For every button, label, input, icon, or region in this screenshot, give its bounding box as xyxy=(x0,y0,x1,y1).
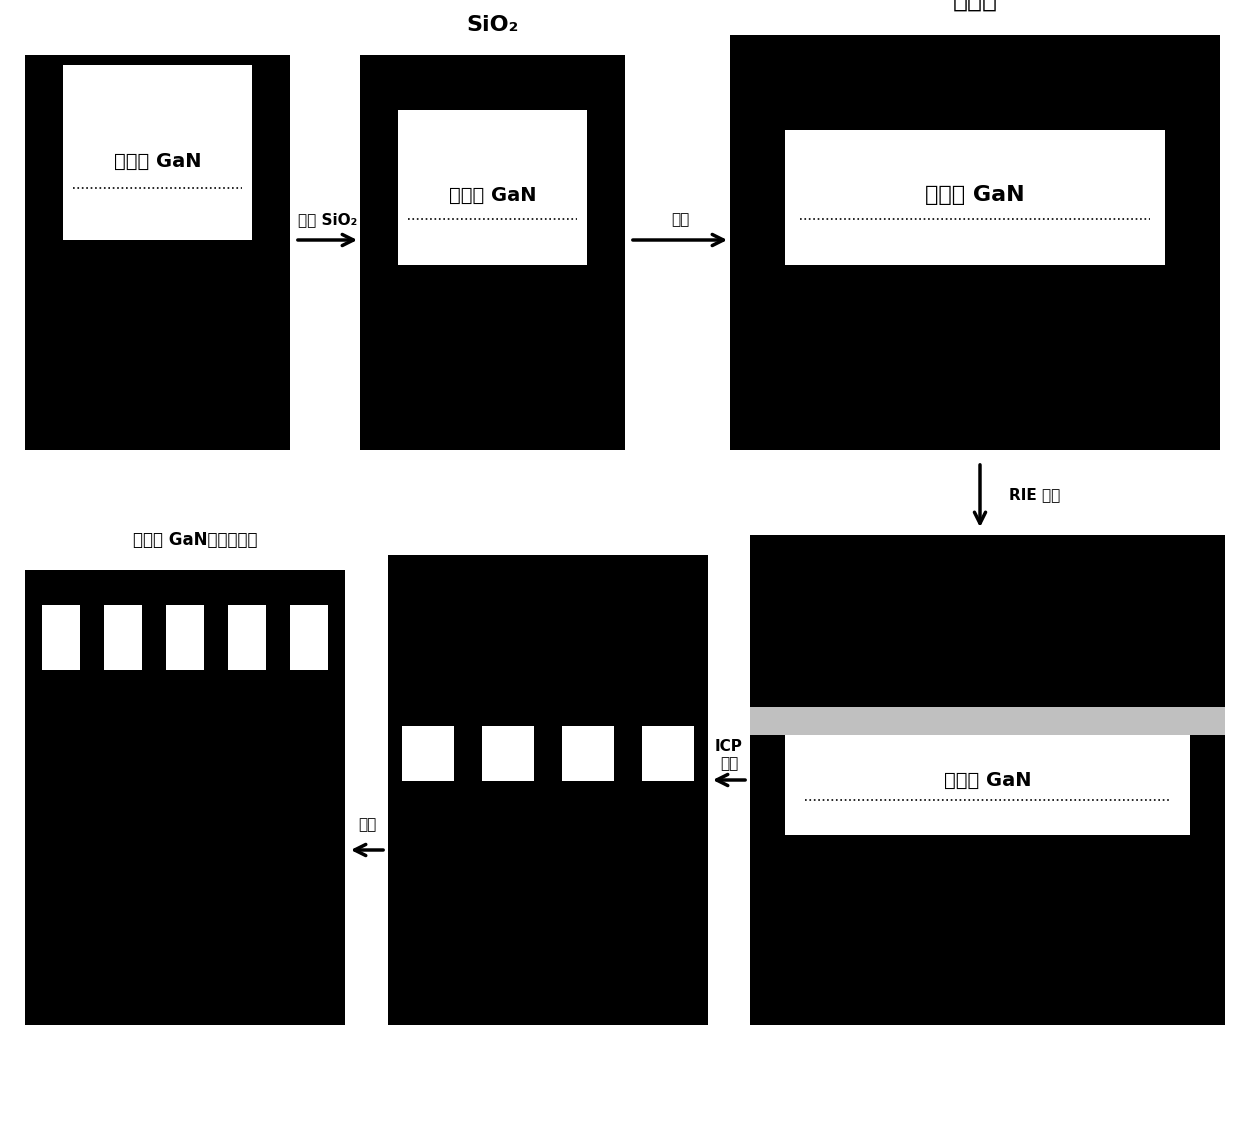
Bar xyxy=(164,605,206,885)
Text: 变掺杂 GaN: 变掺杂 GaN xyxy=(449,186,536,204)
Bar xyxy=(399,555,458,910)
Text: (b): (b) xyxy=(476,422,508,441)
Text: 变掺杂 GaN: 变掺杂 GaN xyxy=(944,770,1032,789)
Bar xyxy=(785,110,1166,265)
Bar xyxy=(1154,535,1209,707)
Text: 涂胶: 涂胶 xyxy=(671,212,689,228)
Bar xyxy=(398,110,587,265)
Bar xyxy=(360,55,625,105)
Bar xyxy=(562,726,614,780)
Bar xyxy=(942,35,1007,85)
Bar xyxy=(288,605,330,885)
Text: (c): (c) xyxy=(960,422,990,441)
Text: (d): (d) xyxy=(972,998,1003,1016)
Bar xyxy=(226,605,268,885)
Text: (e): (e) xyxy=(532,998,563,1016)
Bar xyxy=(766,535,821,707)
Bar xyxy=(1053,35,1117,85)
Bar xyxy=(832,35,898,85)
Bar xyxy=(402,726,454,780)
Text: 沉积 SiO₂: 沉积 SiO₂ xyxy=(299,212,357,228)
Bar xyxy=(639,555,697,910)
Text: (f): (f) xyxy=(172,998,198,1016)
Text: 变掺杂 GaN纳米线阵列: 变掺杂 GaN纳米线阵列 xyxy=(133,531,257,549)
Bar xyxy=(723,35,787,85)
Bar xyxy=(166,605,205,669)
Bar xyxy=(102,605,144,885)
Bar xyxy=(750,707,1225,735)
Bar xyxy=(63,65,252,240)
Text: 光刷胶: 光刷胶 xyxy=(952,0,997,12)
Bar xyxy=(642,726,694,780)
Bar xyxy=(40,605,82,885)
Bar xyxy=(785,735,1190,835)
Text: 变掺杂 GaN: 变掺杂 GaN xyxy=(114,151,201,170)
Bar xyxy=(1056,535,1112,707)
Bar xyxy=(559,555,618,910)
Bar xyxy=(1163,35,1228,85)
Text: ICP
刻蚀: ICP 刻蚀 xyxy=(715,738,743,771)
Bar xyxy=(42,605,81,669)
Bar xyxy=(960,535,1016,707)
Text: RIE 刻蚀: RIE 刻蚀 xyxy=(1009,488,1060,502)
Text: 变掺杂 GaN: 变掺杂 GaN xyxy=(925,185,1024,205)
Bar xyxy=(290,605,329,669)
Text: SiO₂: SiO₂ xyxy=(466,15,518,35)
Bar xyxy=(730,35,1220,80)
Text: (a): (a) xyxy=(143,422,172,441)
Bar xyxy=(228,605,267,669)
Bar xyxy=(479,555,537,910)
Text: 清洗: 清洗 xyxy=(358,817,376,832)
Bar xyxy=(730,80,1220,130)
Bar xyxy=(104,605,143,669)
Bar xyxy=(863,535,918,707)
Bar xyxy=(482,726,534,780)
